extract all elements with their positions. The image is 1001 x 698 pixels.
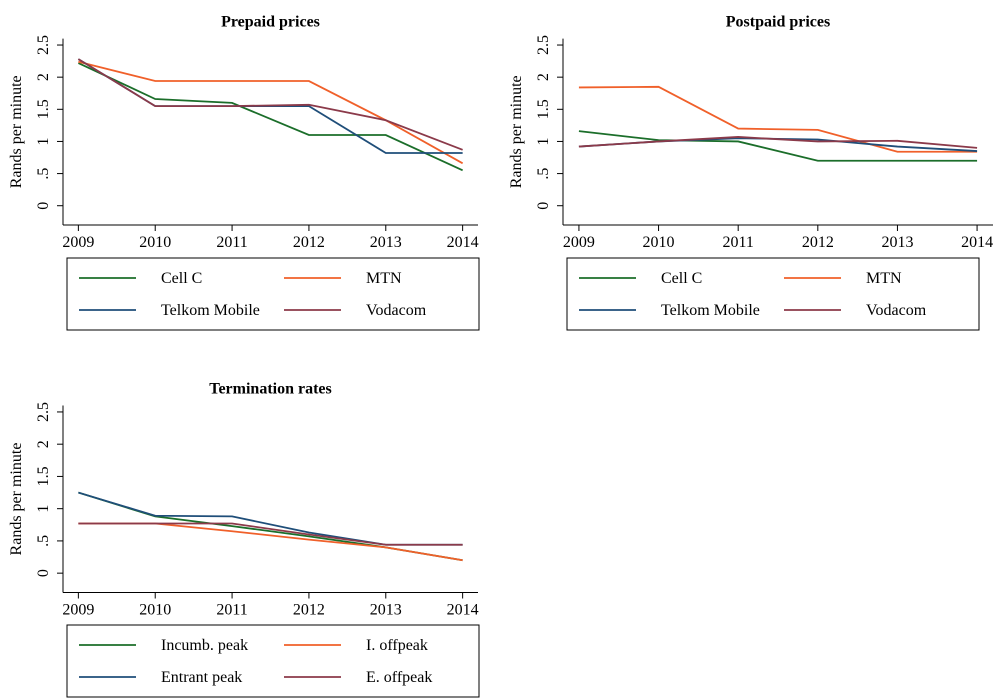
y-tick-label: 2 — [535, 73, 552, 81]
y-tick-label: 1 — [535, 137, 552, 145]
y-tick-label: 1 — [35, 505, 52, 513]
y-tick-label: .5 — [35, 535, 52, 547]
x-tick-label: 2014 — [961, 234, 993, 251]
series-line — [578, 137, 978, 152]
y-tick-label: 2.5 — [35, 35, 52, 55]
y-axis-label: Rands per minute — [8, 443, 25, 556]
x-tick-label: 2009 — [62, 602, 94, 619]
chart-title: Prepaid prices — [221, 14, 320, 31]
legend-label: Cell C — [661, 270, 702, 287]
series-line — [578, 85, 978, 153]
legend-label: I. offpeak — [366, 637, 428, 654]
x-tick-label: 2009 — [563, 234, 595, 251]
chart-title: Termination rates — [209, 381, 332, 398]
legend-label: MTN — [866, 270, 902, 287]
y-tick-label: .5 — [35, 168, 52, 180]
x-tick-label: 2010 — [139, 234, 171, 251]
y-tick-label: 0 — [35, 202, 52, 210]
legend-box — [66, 624, 480, 698]
series-line — [578, 130, 978, 162]
series-line — [78, 60, 464, 165]
legend-label: Vodacom — [866, 302, 927, 319]
y-axis-label: Rands per minute — [508, 75, 525, 188]
x-tick-label: 2010 — [139, 602, 171, 619]
legend-label: Vodacom — [366, 302, 427, 319]
y-tick-label: 1.5 — [535, 99, 552, 119]
x-tick-label: 2012 — [293, 234, 325, 251]
x-tick-label: 2012 — [293, 602, 325, 619]
legend-label: Entrant peak — [161, 669, 242, 686]
y-tick-label: 2 — [35, 440, 52, 448]
y-tick-label: 0 — [535, 202, 552, 210]
y-tick-label: 2 — [35, 73, 52, 81]
x-tick-label: 2009 — [62, 234, 94, 251]
series-line — [578, 136, 978, 149]
legend-label: MTN — [366, 270, 402, 287]
legend-label: E. offpeak — [366, 669, 432, 686]
series-line — [78, 491, 463, 546]
x-tick-label: 2014 — [447, 602, 479, 619]
y-tick-label: 1.5 — [35, 466, 52, 486]
x-tick-label: 2013 — [370, 602, 402, 619]
series-line — [77, 62, 464, 172]
y-tick-label: 1.5 — [35, 99, 52, 119]
x-tick-label: 2012 — [802, 234, 834, 251]
y-tick-label: 0 — [35, 569, 52, 577]
series-line — [77, 58, 463, 151]
x-tick-label: 2014 — [447, 234, 479, 251]
legend-box — [66, 257, 480, 331]
legend-label: Telkom Mobile — [161, 302, 260, 319]
legend-box — [566, 257, 980, 331]
y-tick-label: 1 — [35, 137, 52, 145]
y-tick-label: 2.5 — [35, 402, 52, 422]
legend-label: Incumb. peak — [161, 637, 248, 654]
y-tick-label: .5 — [535, 168, 552, 180]
x-tick-label: 2010 — [643, 234, 675, 251]
y-tick-label: 2.5 — [535, 35, 552, 55]
y-axis-label: Rands per minute — [8, 75, 25, 188]
x-tick-label: 2013 — [881, 234, 913, 251]
x-tick-label: 2013 — [370, 234, 402, 251]
x-tick-label: 2011 — [216, 602, 247, 619]
x-tick-label: 2011 — [722, 234, 753, 251]
legend-label: Telkom Mobile — [661, 302, 760, 319]
chart-title: Postpaid prices — [726, 14, 830, 31]
legend-label: Cell C — [161, 270, 202, 287]
series-line — [78, 522, 463, 546]
x-tick-label: 2011 — [216, 234, 247, 251]
